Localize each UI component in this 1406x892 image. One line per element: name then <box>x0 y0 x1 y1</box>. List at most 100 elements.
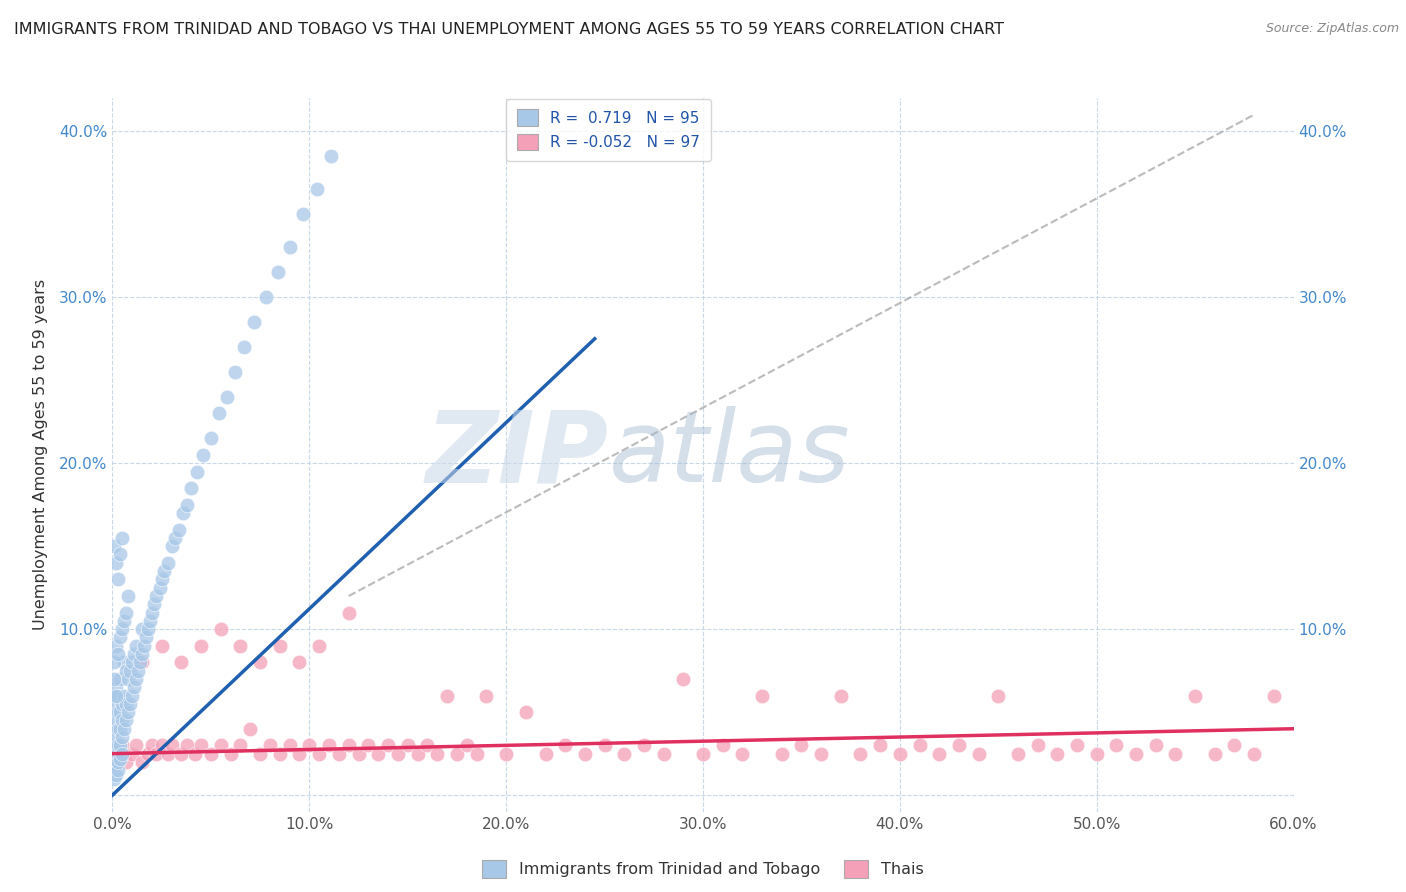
Point <box>180 481 202 495</box>
Point <box>593 739 616 753</box>
Text: IMMIGRANTS FROM TRINIDAD AND TOBAGO VS THAI UNEMPLOYMENT AMONG AGES 55 TO 59 YEA: IMMIGRANTS FROM TRINIDAD AND TOBAGO VS T… <box>14 22 1004 37</box>
Point <box>149 581 172 595</box>
Point <box>172 506 194 520</box>
Point <box>810 747 832 761</box>
Text: atlas: atlas <box>609 407 851 503</box>
Point <box>105 747 128 761</box>
Point <box>103 656 125 670</box>
Point <box>120 664 142 678</box>
Point <box>103 755 125 769</box>
Point <box>150 639 173 653</box>
Point <box>103 539 125 553</box>
Point <box>165 531 187 545</box>
Point <box>150 573 173 587</box>
Point <box>103 755 125 769</box>
Point <box>115 755 138 769</box>
Point <box>1223 739 1246 753</box>
Text: ZIP: ZIP <box>426 407 609 503</box>
Point <box>377 739 399 753</box>
Point <box>249 747 271 761</box>
Point <box>1144 739 1167 753</box>
Point <box>107 739 129 753</box>
Point <box>117 705 139 719</box>
Point <box>229 639 252 653</box>
Point <box>141 606 163 620</box>
Point <box>495 747 517 761</box>
Point <box>107 705 129 719</box>
Point <box>987 689 1010 703</box>
Point <box>337 739 360 753</box>
Point <box>105 639 128 653</box>
Point <box>243 315 266 329</box>
Point <box>209 739 232 753</box>
Point <box>103 722 125 736</box>
Point <box>111 622 134 636</box>
Point <box>269 639 291 653</box>
Point <box>1243 747 1265 761</box>
Point <box>249 656 271 670</box>
Point <box>319 149 342 163</box>
Point <box>105 768 128 782</box>
Point <box>278 739 301 753</box>
Point <box>129 656 152 670</box>
Point <box>103 763 125 777</box>
Point <box>111 697 134 711</box>
Point <box>110 751 132 765</box>
Point <box>170 747 193 761</box>
Point <box>112 614 135 628</box>
Point <box>105 680 128 694</box>
Point <box>122 680 145 694</box>
Point <box>105 689 128 703</box>
Point <box>298 739 321 753</box>
Point <box>908 739 931 753</box>
Point <box>889 747 911 761</box>
Point <box>574 747 596 761</box>
Point <box>115 606 138 620</box>
Point <box>156 747 179 761</box>
Point <box>186 465 208 479</box>
Point <box>446 747 468 761</box>
Point <box>554 739 576 753</box>
Point <box>396 739 419 753</box>
Point <box>1125 747 1147 761</box>
Point <box>190 639 212 653</box>
Point <box>672 672 695 686</box>
Point <box>849 747 872 761</box>
Text: Source: ZipAtlas.com: Source: ZipAtlas.com <box>1265 22 1399 36</box>
Point <box>110 548 132 562</box>
Point <box>176 498 198 512</box>
Point <box>139 614 162 628</box>
Point <box>347 747 370 761</box>
Point <box>751 689 773 703</box>
Point <box>112 656 135 670</box>
Point <box>107 747 129 761</box>
Point <box>121 747 143 761</box>
Point <box>1026 739 1049 753</box>
Point <box>1046 747 1069 761</box>
Point <box>156 556 179 570</box>
Point <box>613 747 636 761</box>
Point <box>110 631 132 645</box>
Point <box>105 697 128 711</box>
Point <box>107 647 129 661</box>
Point <box>107 755 129 769</box>
Point <box>967 747 990 761</box>
Point <box>110 705 132 719</box>
Point <box>176 739 198 753</box>
Point <box>219 747 242 761</box>
Point <box>652 747 675 761</box>
Point <box>367 747 389 761</box>
Point <box>150 739 173 753</box>
Point <box>117 672 139 686</box>
Point <box>160 539 183 553</box>
Point <box>229 739 252 753</box>
Point <box>142 597 165 611</box>
Point <box>111 747 134 761</box>
Point <box>456 739 478 753</box>
Point <box>122 647 145 661</box>
Y-axis label: Unemployment Among Ages 55 to 59 years: Unemployment Among Ages 55 to 59 years <box>32 279 48 631</box>
Point <box>115 664 138 678</box>
Point <box>515 705 537 719</box>
Point <box>233 340 256 354</box>
Point <box>1184 689 1206 703</box>
